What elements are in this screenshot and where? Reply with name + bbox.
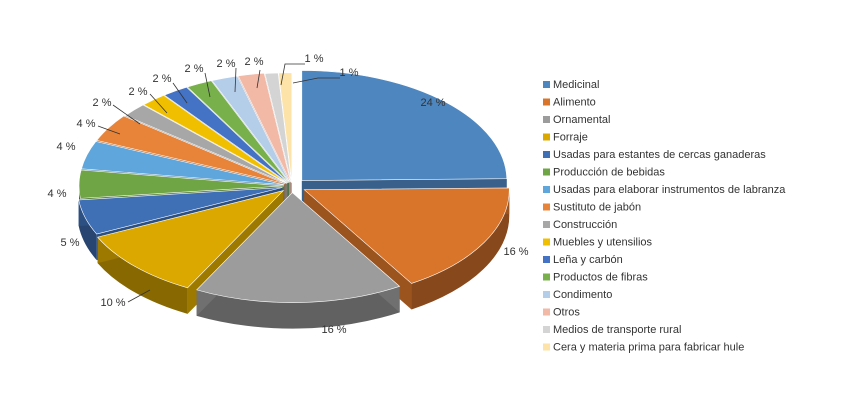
legend-swatch — [543, 273, 550, 281]
legend-item-15: Medios de transporte rural — [543, 324, 681, 336]
leader-line-16 — [292, 77, 340, 84]
legend-label: Usadas para elaborar instrumentos de lab… — [553, 184, 786, 196]
data-label-9: 2 % — [93, 97, 112, 109]
legend-item-13: Condimento — [543, 289, 612, 301]
leader-line-15 — [280, 63, 305, 86]
legend-label: Medios de transporte rural — [553, 324, 681, 336]
legend-swatch — [543, 186, 550, 193]
legend-swatch — [543, 256, 550, 263]
leader-line-8 — [97, 125, 121, 135]
data-label-11: 2 % — [153, 73, 172, 85]
leader-line-10 — [149, 93, 168, 114]
data-label-14: 2 % — [245, 56, 264, 68]
pie-data-labels: 24 %16 %16 %10 %5 %4 %4 %4 %2 %2 %2 %2 %… — [48, 53, 529, 336]
legend-item-7: Usadas para elaborar instrumentos de lab… — [543, 184, 786, 196]
legend-label: Ornamental — [553, 114, 610, 126]
legend-label: Construcción — [553, 219, 617, 231]
pie-slice-1 — [301, 70, 508, 207]
legend-item-1: Medicinal — [543, 79, 599, 91]
data-label-10: 2 % — [129, 86, 148, 98]
legend-item-9: Construcción — [543, 219, 617, 231]
legend-swatch — [543, 238, 550, 246]
data-label-8: 4 % — [77, 118, 96, 130]
legend-item-12: Productos de fibras — [543, 272, 648, 284]
leader-line-12 — [204, 72, 211, 98]
leader-line-14 — [256, 69, 261, 89]
pie-slice-3 — [196, 192, 401, 329]
legend-item-10: Muebles y utensilios — [543, 237, 653, 249]
legend-swatch — [543, 168, 550, 176]
legend-item-3: Ornamental — [543, 114, 610, 126]
legend-swatch — [543, 81, 550, 88]
legend-label: Productos de fibras — [553, 272, 648, 284]
data-label-13: 2 % — [217, 58, 236, 70]
legend-label: Producción de bebidas — [553, 167, 665, 179]
leader-line-13 — [234, 67, 237, 93]
legend-label: Alimento — [553, 97, 596, 109]
legend-swatch — [543, 116, 550, 123]
pie-slices — [78, 70, 510, 329]
legend-item-6: Producción de bebidas — [543, 167, 665, 179]
leader-line-9 — [112, 104, 141, 125]
data-label-4: 10 % — [100, 297, 125, 309]
legend-label: Condimento — [553, 289, 612, 301]
data-label-6: 4 % — [48, 188, 67, 200]
legend-item-16: Cera y materia prima para fabricar hule — [543, 342, 744, 354]
legend-label: Forraje — [553, 132, 588, 144]
leader-line-4 — [127, 289, 151, 303]
legend-item-11: Leña y carbón — [543, 254, 623, 266]
legend-swatch — [543, 221, 550, 228]
legend-swatch — [543, 308, 550, 316]
legend-item-14: Otros — [543, 307, 580, 319]
legend-label: Muebles y utensilios — [553, 237, 653, 249]
data-label-15: 1 % — [305, 53, 324, 65]
legend-label: Cera y materia prima para fabricar hule — [553, 342, 744, 354]
legend-swatch — [543, 98, 550, 106]
legend-label: Leña y carbón — [553, 254, 623, 266]
legend-swatch — [543, 203, 550, 211]
legend-swatch — [543, 151, 550, 158]
data-label-1: 24 % — [420, 97, 445, 109]
data-label-12: 2 % — [185, 63, 204, 75]
leader-line-11 — [172, 82, 188, 104]
legend-swatch — [543, 326, 550, 333]
data-label-5: 5 % — [61, 237, 80, 249]
data-label-3: 16 % — [321, 324, 346, 336]
legend-swatch — [543, 291, 550, 298]
legend-item-5: Usadas para estantes de cercas ganaderas — [543, 149, 766, 161]
chart-legend: Medicinal Alimento Ornamental Forraje Usadas… — [543, 79, 786, 354]
legend-swatch — [543, 133, 550, 141]
data-label-7: 4 % — [57, 141, 76, 153]
legend-label: Otros — [553, 307, 580, 319]
legend-item-8: Sustituto de jabón — [543, 202, 641, 214]
data-label-2: 16 % — [503, 246, 528, 258]
legend-item-4: Forraje — [543, 132, 588, 144]
legend-label: Sustituto de jabón — [553, 202, 641, 214]
legend-label: Medicinal — [553, 79, 599, 91]
legend-label: Usadas para estantes de cercas ganaderas — [553, 149, 766, 161]
data-label-16: 1 % — [340, 67, 359, 79]
legend-item-2: Alimento — [543, 97, 596, 109]
legend-swatch — [543, 343, 550, 351]
